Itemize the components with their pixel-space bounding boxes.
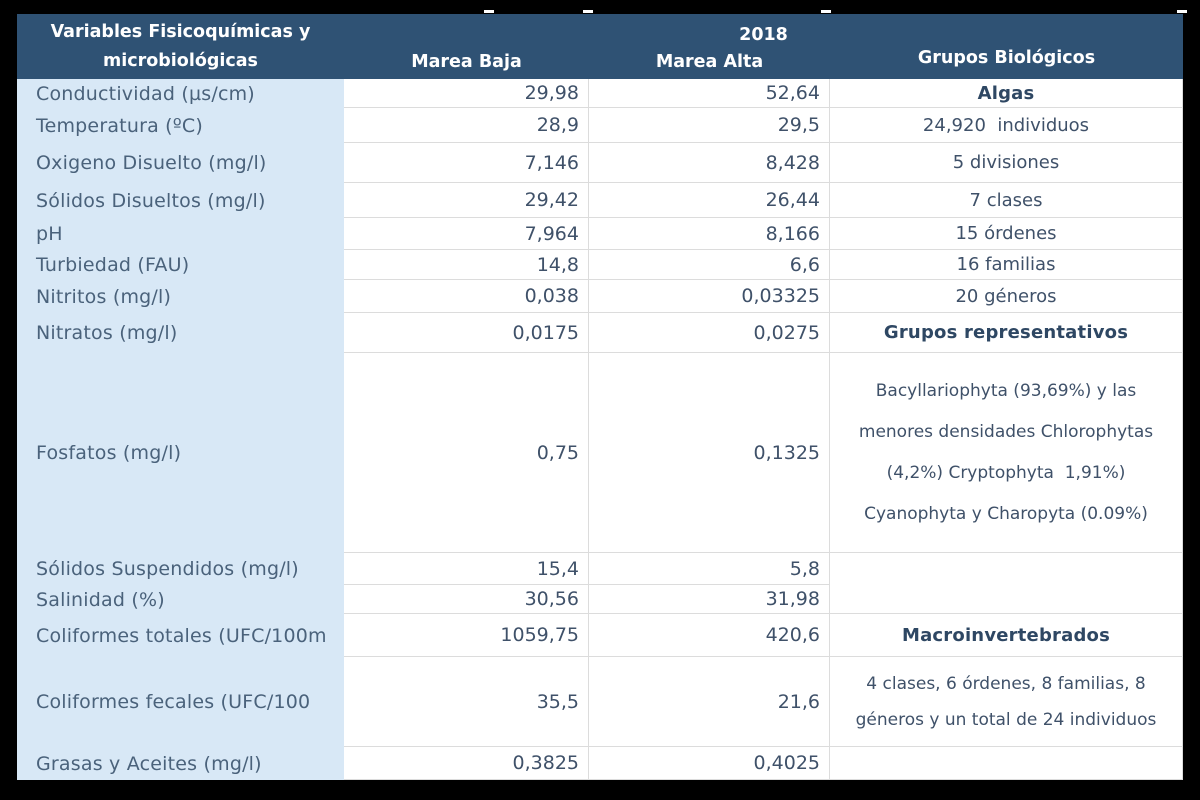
value-marea-alta: 21,6 bbox=[589, 657, 830, 747]
bio-group-title: Macroinvertebrados bbox=[830, 614, 1183, 657]
value-marea-alta: 0,03325 bbox=[589, 280, 830, 313]
table-header: Variables Fisicoquímicas y microbiológic… bbox=[17, 14, 1183, 79]
table-row: Oxigeno Disuelto (mg/l) 7,146 8,428 bbox=[17, 143, 830, 183]
value-marea-baja: 1059,75 bbox=[344, 614, 589, 657]
value-marea-alta: 5,8 bbox=[589, 553, 830, 585]
grupos-biologicos-column: Algas 24,920 individuos 5 divisiones 7 c… bbox=[830, 79, 1183, 780]
header-right-section: 2018 Marea Baja Marea Alta Grupos Biológ… bbox=[344, 14, 1183, 79]
row-label: pH bbox=[17, 218, 344, 250]
row-label: Oxigeno Disuelto (mg/l) bbox=[17, 143, 344, 183]
bio-cell: 15 órdenes bbox=[830, 218, 1183, 250]
row-label: Sólidos Suspendidos (mg/l) bbox=[17, 553, 344, 585]
table-row: pH 7,964 8,166 bbox=[17, 218, 830, 250]
crop-artifact-tick bbox=[821, 10, 831, 13]
variables-grid: Conductividad (µs/cm) 29,98 52,64 Temper… bbox=[17, 79, 830, 780]
value-marea-baja: 35,5 bbox=[344, 657, 589, 747]
table-row: Temperatura (ºC) 28,9 29,5 bbox=[17, 108, 830, 143]
table-row: Salinidad (%) 30,56 31,98 bbox=[17, 585, 830, 614]
value-marea-baja: 14,8 bbox=[344, 250, 589, 280]
value-marea-baja: 0,75 bbox=[344, 353, 589, 553]
table-row: Sólidos Suspendidos (mg/l) 15,4 5,8 bbox=[17, 553, 830, 585]
header-subcolumns: Marea Baja Marea Alta Grupos Biológicos bbox=[344, 45, 1183, 79]
value-marea-alta: 31,98 bbox=[589, 585, 830, 614]
row-label: Salinidad (%) bbox=[17, 585, 344, 614]
physicochemical-table: Variables Fisicoquímicas y microbiológic… bbox=[17, 14, 1183, 780]
value-marea-alta: 0,0275 bbox=[589, 313, 830, 353]
crop-artifact-tick bbox=[583, 10, 593, 13]
bio-cell: 16 familias bbox=[830, 250, 1183, 280]
crop-artifact-tick bbox=[1177, 10, 1187, 13]
row-label: Temperatura (ºC) bbox=[17, 108, 344, 143]
header-marea-baja: Marea Baja bbox=[411, 52, 522, 72]
value-marea-alta: 6,6 bbox=[589, 250, 830, 280]
value-marea-baja: 0,3825 bbox=[344, 747, 589, 780]
table-row: Grasas y Aceites (mg/l) 0,3825 0,4025 bbox=[17, 747, 830, 780]
value-marea-baja: 30,56 bbox=[344, 585, 589, 614]
table-row: Sólidos Disueltos (mg/l) 29,42 26,44 bbox=[17, 183, 830, 218]
table-row: Nitratos (mg/l) 0,0175 0,0275 bbox=[17, 313, 830, 353]
header-variables-line1: Variables Fisicoquímicas y bbox=[50, 21, 311, 42]
bio-group-title: Algas bbox=[830, 79, 1183, 108]
value-marea-alta: 8,166 bbox=[589, 218, 830, 250]
crop-artifact-tick bbox=[484, 10, 494, 13]
bio-cell: 5 divisiones bbox=[830, 143, 1183, 183]
bio-empty-cell bbox=[830, 747, 1183, 780]
value-marea-baja: 0,038 bbox=[344, 280, 589, 313]
header-variables: Variables Fisicoquímicas y microbiológic… bbox=[17, 14, 344, 79]
table-body: Conductividad (µs/cm) 29,98 52,64 Temper… bbox=[17, 79, 1183, 780]
table-row: Fosfatos (mg/l) 0,75 0,1325 bbox=[17, 353, 830, 553]
header-grupos-biologicos: Grupos Biológicos bbox=[917, 48, 1096, 68]
value-marea-alta: 8,428 bbox=[589, 143, 830, 183]
value-marea-baja: 0,0175 bbox=[344, 313, 589, 353]
table-row: Nitritos (mg/l) 0,038 0,03325 bbox=[17, 280, 830, 313]
table-row: Turbiedad (FAU) 14,8 6,6 bbox=[17, 250, 830, 280]
value-marea-baja: 29,42 bbox=[344, 183, 589, 218]
row-label: Fosfatos (mg/l) bbox=[17, 353, 344, 553]
table-row: Coliformes totales (UFC/100m 1059,75 420… bbox=[17, 614, 830, 657]
bio-cell: 20 géneros bbox=[830, 280, 1183, 313]
row-label: Grasas y Aceites (mg/l) bbox=[17, 747, 344, 780]
row-label: Conductividad (µs/cm) bbox=[17, 79, 344, 108]
value-marea-alta: 0,4025 bbox=[589, 747, 830, 780]
row-label: Coliformes fecales (UFC/100 bbox=[17, 657, 344, 747]
value-marea-alta: 420,6 bbox=[589, 614, 830, 657]
header-year: 2018 bbox=[739, 25, 788, 45]
header-variables-line2: microbiológicas bbox=[103, 50, 258, 71]
bio-cell: Bacyllariophyta (93,69%) y las menores d… bbox=[830, 353, 1183, 553]
bio-empty-cell bbox=[830, 553, 1183, 614]
value-marea-baja: 7,964 bbox=[344, 218, 589, 250]
value-marea-alta: 0,1325 bbox=[589, 353, 830, 553]
value-marea-baja: 15,4 bbox=[344, 553, 589, 585]
row-label: Coliformes totales (UFC/100m bbox=[17, 614, 344, 657]
value-marea-baja: 7,146 bbox=[344, 143, 589, 183]
bio-cell: 7 clases bbox=[830, 183, 1183, 218]
row-label: Nitratos (mg/l) bbox=[17, 313, 344, 353]
table-row: Coliformes fecales (UFC/100 35,5 21,6 bbox=[17, 657, 830, 747]
bio-cell: 24,920 individuos bbox=[830, 108, 1183, 143]
row-label: Turbiedad (FAU) bbox=[17, 250, 344, 280]
row-label: Nitritos (mg/l) bbox=[17, 280, 344, 313]
header-marea-alta: Marea Alta bbox=[655, 52, 764, 72]
value-marea-alta: 29,5 bbox=[589, 108, 830, 143]
value-marea-alta: 26,44 bbox=[589, 183, 830, 218]
row-label: Sólidos Disueltos (mg/l) bbox=[17, 183, 344, 218]
bio-cell: 4 clases, 6 órdenes, 8 familias, 8 géner… bbox=[830, 657, 1183, 747]
value-marea-alta: 52,64 bbox=[589, 79, 830, 108]
value-marea-baja: 29,98 bbox=[344, 79, 589, 108]
value-marea-baja: 28,9 bbox=[344, 108, 589, 143]
table-row: Conductividad (µs/cm) 29,98 52,64 bbox=[17, 79, 830, 108]
bio-group-title: Grupos representativos bbox=[830, 313, 1183, 353]
